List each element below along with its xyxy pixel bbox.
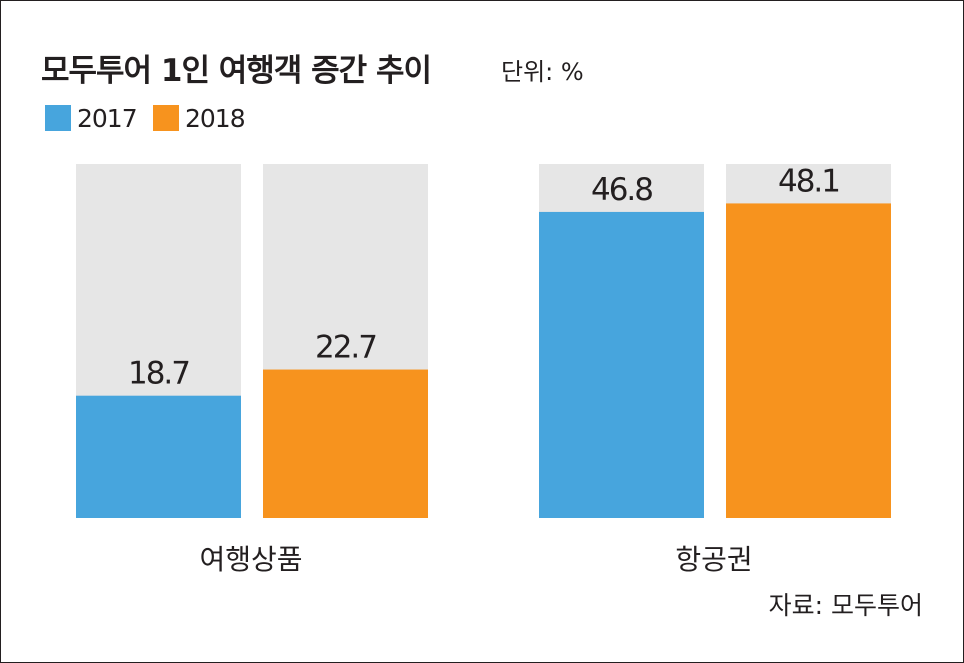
category-label-1: 항공권 — [675, 543, 752, 576]
chart-title: 모두투어 1인 여행객 증간 추이 — [41, 53, 432, 89]
category-label-0: 여행상품 — [199, 543, 302, 576]
legend-label-2018: 2018 — [185, 103, 246, 133]
value-label-항공권-2017: 46.8 — [591, 172, 652, 208]
unit-label: 단위: % — [501, 58, 584, 86]
bar-여행상품-2017 — [76, 395, 241, 518]
bar-항공권-2017 — [539, 211, 704, 519]
value-label-항공권-2018: 48.1 — [778, 163, 839, 199]
legend-item-2018: 2018 — [153, 103, 246, 133]
legend-item-2017: 2017 — [45, 103, 138, 133]
bar-항공권-2018 — [726, 203, 891, 518]
value-label-여행상품-2017: 18.7 — [128, 356, 189, 392]
legend-swatch-2017 — [45, 105, 71, 131]
value-label-여행상품-2018: 22.7 — [315, 330, 376, 366]
source-label: 자료: 모두투어 — [768, 591, 923, 620]
bar-여행상품-2018 — [263, 369, 428, 518]
legend-label-2017: 2017 — [77, 103, 138, 133]
legend-swatch-2018 — [153, 105, 179, 131]
